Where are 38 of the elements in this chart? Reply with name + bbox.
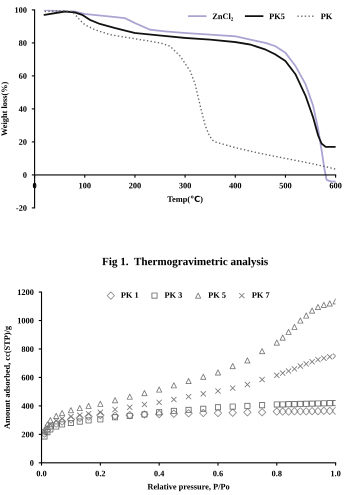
- x-tick-label: 500: [280, 182, 292, 188]
- y-tick-label: 800: [22, 346, 34, 352]
- x-tick-label: 100: [79, 182, 91, 188]
- y-tick-label: 20: [18, 139, 27, 145]
- legend-label: ZnCl₂: [212, 13, 234, 21]
- legend-label: PK 7: [252, 292, 270, 298]
- y-tick-label: 400: [21, 403, 34, 409]
- y-tick-label: 1200: [18, 289, 34, 296]
- x-tick-label: 300: [179, 182, 192, 188]
- legend-label: PK 3: [164, 292, 182, 298]
- legend-label: PK: [320, 14, 332, 20]
- x-tick-label: 1.0: [331, 470, 341, 476]
- x-tick-label: 0.4: [154, 470, 164, 476]
- y-tick-label: 0: [23, 172, 27, 178]
- y-tick-label: 1000: [18, 318, 34, 324]
- y-tick-label: 60: [18, 73, 27, 79]
- y-tick-label: -20: [16, 205, 27, 211]
- y-tick-label: 600: [22, 374, 34, 380]
- x-tick-label: 600: [330, 182, 342, 188]
- x-tick-label: 0.6: [213, 470, 223, 476]
- legend-label: PK 1: [120, 292, 138, 298]
- y-tick-label: 40: [18, 106, 27, 112]
- x-tick-label: 200: [129, 182, 141, 188]
- y-axis-title: Amount adsorbed, cc(STP)/g: [4, 326, 12, 429]
- x-tick-label: 400: [229, 182, 242, 188]
- x-tick-label: 0.2: [95, 470, 106, 476]
- y-tick-label: 0: [30, 460, 34, 466]
- y-tick-label: 100: [15, 7, 27, 13]
- x-axis-title: Temp(℃): [167, 196, 203, 204]
- x-axis-title: Relative pressure, P/Po: [148, 484, 230, 492]
- caption: Fig 1. Thermogravimetric analysis: [102, 257, 268, 268]
- legend-label: PK5: [269, 14, 285, 20]
- y-tick-label: 80: [18, 40, 27, 46]
- y-axis-title: Weight loss(%): [1, 82, 9, 136]
- legend-label: PK 5: [208, 292, 226, 298]
- y-tick-label: 200: [22, 432, 34, 438]
- x-tick-label: 0.8: [272, 470, 282, 476]
- x-tick-label: 0.0: [36, 470, 46, 476]
